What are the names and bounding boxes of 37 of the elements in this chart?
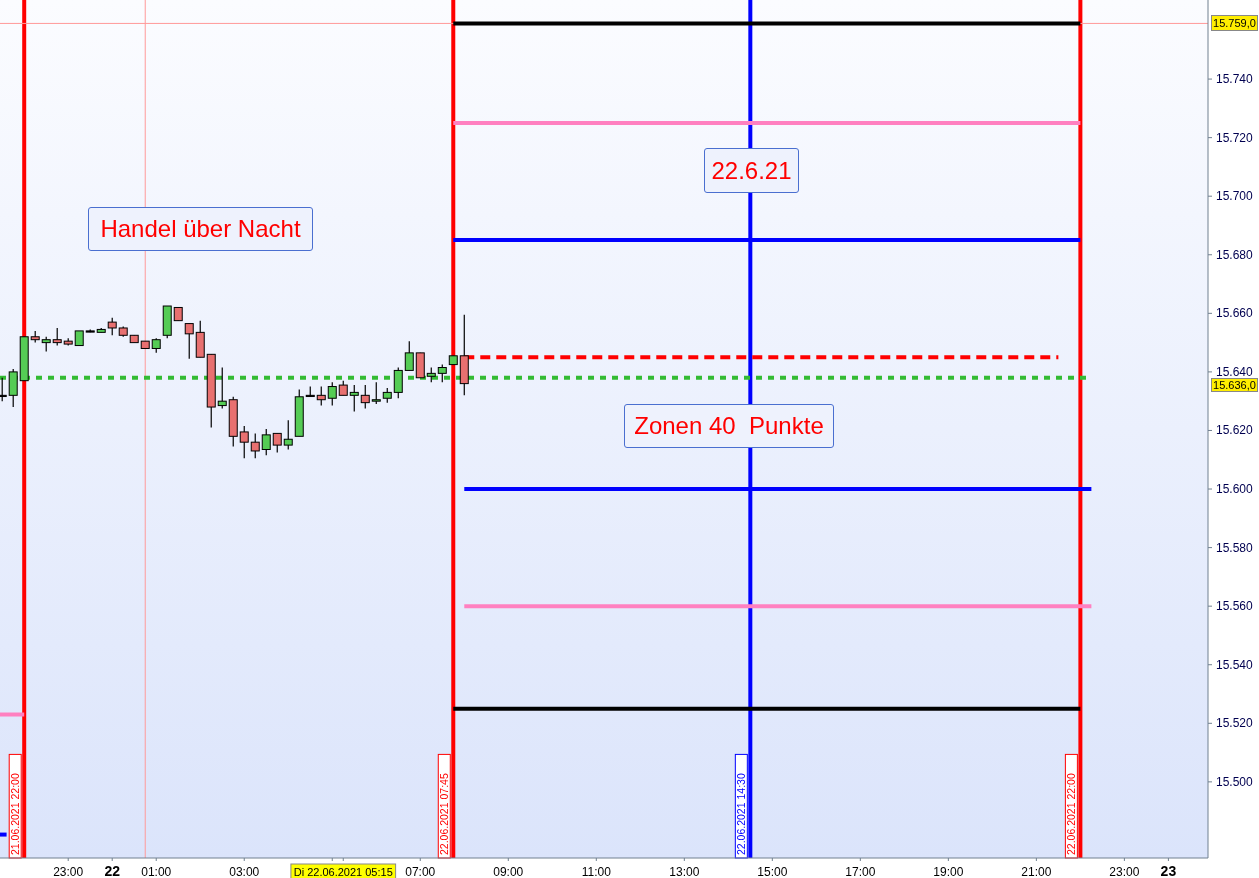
annotation: Zonen 40 Punkte xyxy=(624,404,834,448)
x-tick-label: 23:00 xyxy=(53,865,84,878)
x-tick-label: 23:00 xyxy=(1109,865,1140,878)
y-tick-label: 15.520 xyxy=(1216,716,1254,731)
x-tick-label: 15:00 xyxy=(757,865,788,878)
x-tick-label: 21:00 xyxy=(1021,865,1052,878)
x-tick-label: 11:00 xyxy=(581,865,612,878)
y-tick-label: 15.720 xyxy=(1216,130,1254,145)
x-tick-label: Di 22.06.2021 05:15 xyxy=(293,866,393,878)
x-tick-label: 22 xyxy=(104,863,121,878)
y-tick-label: 15.620 xyxy=(1216,423,1254,438)
annotation: Handel über Nacht xyxy=(88,207,313,251)
y-tick-label: 15.740 xyxy=(1216,72,1254,87)
y-tick-label: 15.500 xyxy=(1216,774,1254,789)
ref-line-label: 21.06.2021 22:00 xyxy=(9,773,22,855)
ref-line-label: 22.06.2021 22:00 xyxy=(1065,773,1078,855)
x-tick-label: 19:00 xyxy=(933,865,964,878)
x-tick-label: 23 xyxy=(1160,863,1177,878)
x-tick-label: 03:00 xyxy=(229,865,260,878)
y-tick-label: 15.700 xyxy=(1216,189,1254,204)
ref-line-label: 22.06.2021 07:45 xyxy=(438,773,451,855)
y-tick-label: 15.540 xyxy=(1216,657,1254,672)
y-tick-label: 15.560 xyxy=(1216,599,1254,614)
x-tick-label: 17:00 xyxy=(845,865,876,878)
x-tick-label: 01:00 xyxy=(141,865,172,878)
y-tick-label: 15.600 xyxy=(1216,482,1254,497)
text: 15.636,0 xyxy=(1211,378,1258,392)
annotation: 22.6.21 xyxy=(704,148,799,193)
y-tick-label: 15.660 xyxy=(1216,306,1254,321)
y-tick-label: 15.580 xyxy=(1216,540,1254,555)
x-tick-label: 07:00 xyxy=(405,865,436,878)
x-tick-label: 09:00 xyxy=(493,865,524,878)
text: 15.759,0 xyxy=(1211,15,1258,31)
ref-line-label: 22.06.2021 14:30 xyxy=(735,773,748,855)
x-tick-label: 13:00 xyxy=(669,865,700,878)
y-tick-label: 15.640 xyxy=(1216,364,1254,379)
y-tick-label: 15.680 xyxy=(1216,247,1254,262)
